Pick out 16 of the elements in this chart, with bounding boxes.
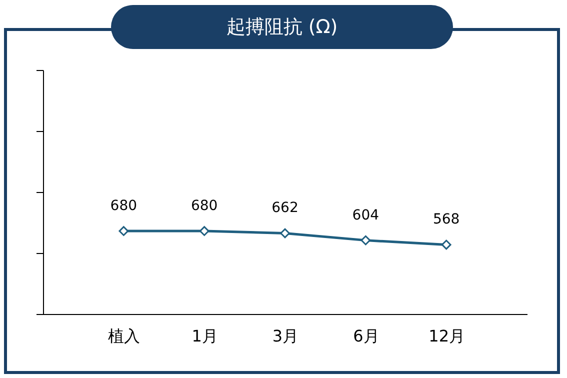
data-label: 604 xyxy=(352,207,380,224)
point xyxy=(199,226,210,236)
x-tick-label: 1月 xyxy=(192,326,218,346)
x-tick-label: 植入 xyxy=(108,326,140,346)
x-tick-label: 3月 xyxy=(272,326,299,346)
chart-title: 起搏阻抗 (Ω) xyxy=(111,5,453,49)
point xyxy=(441,240,452,250)
point xyxy=(360,235,371,246)
data-label: 680 xyxy=(190,198,218,214)
data-label: 662 xyxy=(272,200,298,216)
x-tick-label: 12月 xyxy=(428,326,466,346)
x-tick-label: 6月 xyxy=(353,326,380,346)
data-label: 680 xyxy=(110,198,138,214)
data-label: 568 xyxy=(432,212,460,228)
point xyxy=(118,226,129,236)
point xyxy=(280,228,290,238)
